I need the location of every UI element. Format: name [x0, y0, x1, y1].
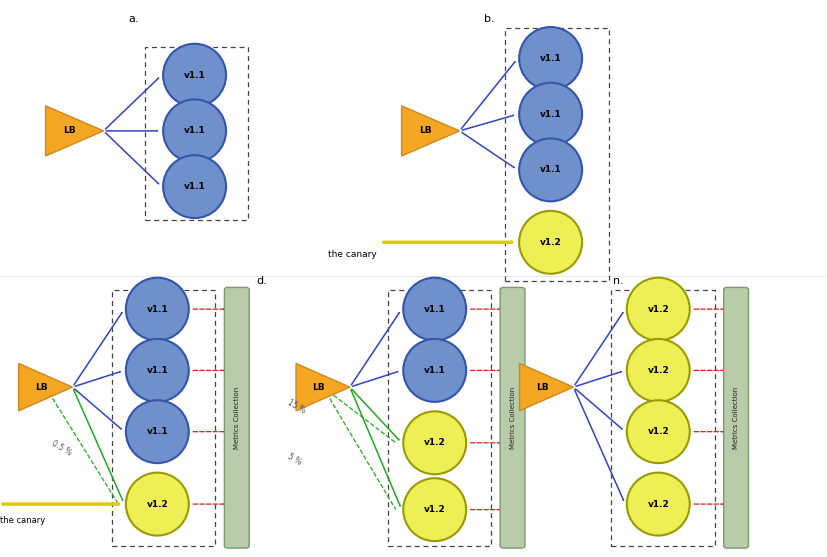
Polygon shape [401, 106, 459, 156]
Text: 5 %: 5 % [285, 452, 302, 467]
Ellipse shape [403, 278, 466, 340]
Text: v1.1: v1.1 [184, 126, 205, 135]
Ellipse shape [626, 400, 689, 463]
Text: d.: d. [256, 276, 267, 286]
Text: LB: LB [64, 126, 76, 135]
Polygon shape [519, 364, 572, 411]
Ellipse shape [126, 400, 189, 463]
Text: v1.2: v1.2 [423, 505, 445, 514]
Text: v1.2: v1.2 [647, 427, 668, 436]
Bar [145, 47, 248, 220]
Ellipse shape [626, 339, 689, 402]
Text: Metrics Collection: Metrics Collection [732, 387, 739, 449]
Text: n.: n. [612, 276, 623, 286]
Text: b.: b. [484, 14, 495, 24]
Text: v1.1: v1.1 [146, 305, 168, 314]
Polygon shape [18, 364, 73, 411]
Ellipse shape [626, 278, 689, 340]
Bar [504, 28, 608, 281]
Text: v1.2: v1.2 [423, 438, 445, 447]
Text: v1.1: v1.1 [184, 71, 205, 80]
Text: v1.2: v1.2 [647, 500, 668, 509]
Ellipse shape [519, 139, 581, 201]
Ellipse shape [163, 44, 226, 106]
Text: LB: LB [419, 126, 432, 135]
Ellipse shape [126, 339, 189, 402]
Text: v1.1: v1.1 [146, 427, 168, 436]
FancyBboxPatch shape [723, 287, 748, 548]
Ellipse shape [163, 155, 226, 218]
Text: v1.1: v1.1 [146, 366, 168, 375]
Text: Metrics Collection: Metrics Collection [233, 387, 240, 449]
Ellipse shape [626, 473, 689, 535]
Ellipse shape [519, 27, 581, 90]
Text: LB: LB [535, 383, 547, 392]
Ellipse shape [403, 412, 466, 474]
Text: the canary: the canary [0, 516, 45, 525]
Text: v1.2: v1.2 [647, 366, 668, 375]
Ellipse shape [126, 473, 189, 535]
Text: v1.1: v1.1 [539, 110, 561, 119]
Ellipse shape [519, 211, 581, 273]
Text: the canary: the canary [327, 250, 376, 259]
Ellipse shape [519, 83, 581, 145]
FancyBboxPatch shape [224, 287, 249, 548]
Text: v1.1: v1.1 [184, 182, 205, 191]
Text: LB: LB [312, 383, 324, 392]
Polygon shape [45, 106, 103, 156]
Ellipse shape [126, 278, 189, 340]
Text: v1.1: v1.1 [539, 54, 561, 63]
Bar [112, 290, 215, 546]
Text: v1.2: v1.2 [647, 305, 668, 314]
Text: v1.1: v1.1 [539, 165, 561, 174]
Text: v1.1: v1.1 [423, 366, 445, 375]
Polygon shape [296, 364, 349, 411]
Text: a.: a. [128, 14, 139, 24]
Ellipse shape [403, 478, 466, 541]
Bar [387, 290, 490, 546]
Ellipse shape [163, 100, 226, 162]
Bar [610, 290, 714, 546]
Text: Metrics Collection: Metrics Collection [509, 387, 515, 449]
Text: LB: LB [35, 383, 47, 392]
Ellipse shape [403, 339, 466, 402]
Text: 15 %: 15 % [285, 398, 306, 416]
Text: v1.1: v1.1 [423, 305, 445, 314]
Text: v1.2: v1.2 [539, 238, 561, 247]
FancyBboxPatch shape [500, 287, 524, 548]
Text: v1.2: v1.2 [146, 500, 168, 509]
Text: 0.5 %: 0.5 % [50, 439, 73, 458]
